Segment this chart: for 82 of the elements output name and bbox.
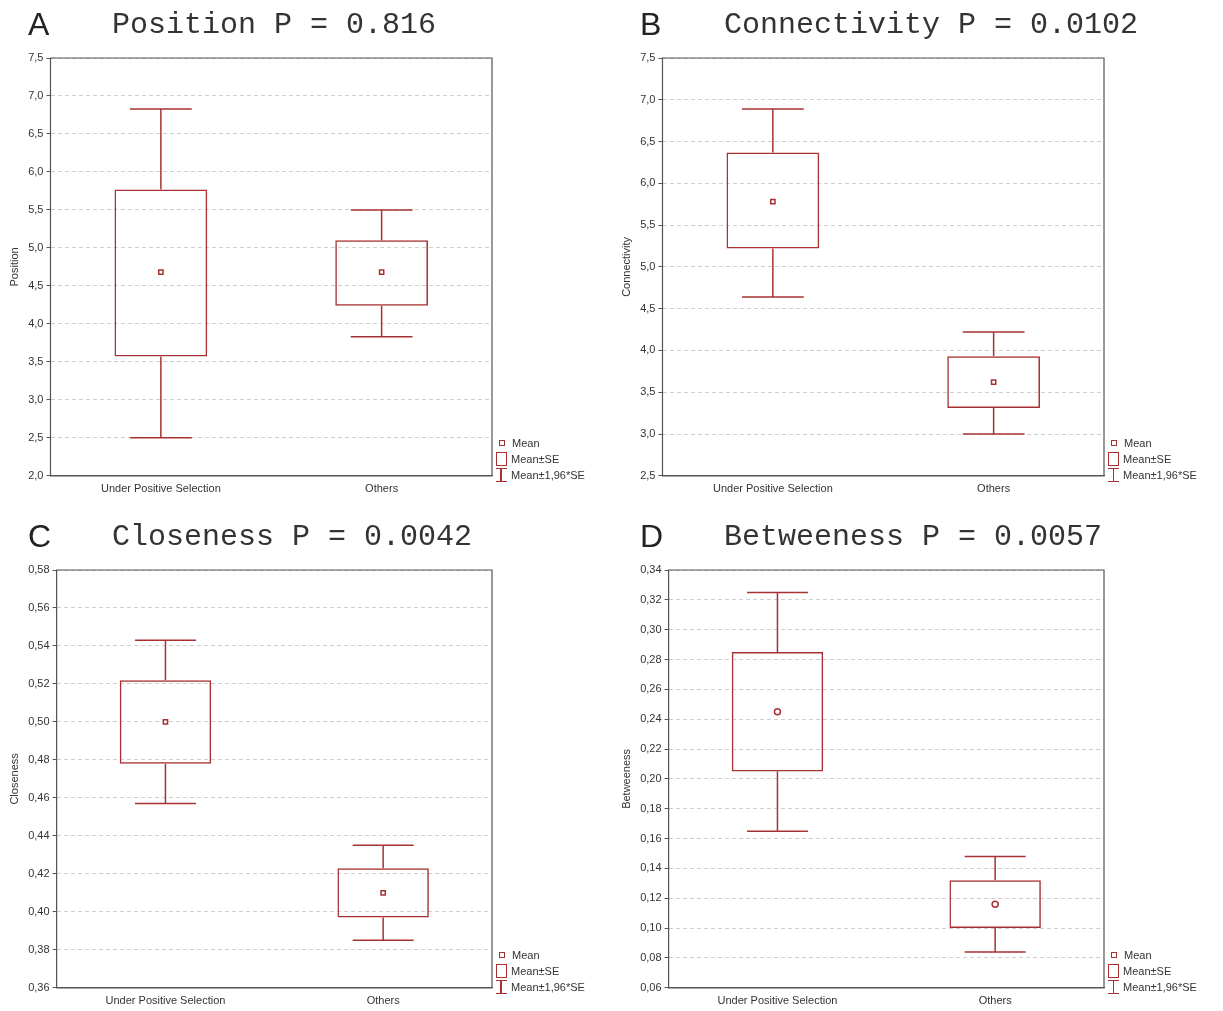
y-tick-label: 0,40: [28, 904, 50, 917]
y-tick-label: 0,58: [28, 563, 50, 576]
y-tick-label: 0,32: [640, 592, 662, 605]
text: Mean: [1124, 435, 1152, 451]
y-tick-label: 0,44: [28, 828, 50, 841]
y-tick-label: 4,0: [640, 343, 656, 356]
y-tick-label: 0,54: [28, 638, 50, 651]
y-tick-label: 7,5: [28, 51, 44, 64]
y-tick-label: 2,0: [28, 468, 44, 481]
y-tick-label: 6,0: [28, 164, 44, 177]
chart-title: Position P = 0.816: [112, 8, 437, 42]
x-tick-label: Others: [978, 994, 1013, 1007]
y-tick-label: 7,0: [28, 89, 44, 102]
chart-title: Connectivity P = 0.0102: [724, 8, 1139, 42]
y-tick-label: 6,0: [640, 176, 656, 189]
y-tick-label: 0,28: [640, 652, 662, 665]
text: A: [28, 6, 50, 43]
x-tick-label: Under Positive Selection: [717, 994, 838, 1007]
y-tick-label: 0,52: [28, 676, 50, 689]
text: Mean±SE: [511, 963, 560, 979]
y-tick-label: 0,18: [640, 801, 662, 814]
x-tick-label: Under Positive Selection: [712, 482, 833, 495]
text: Mean±SE: [1123, 963, 1172, 979]
x-tick-label: Others: [977, 482, 1011, 495]
x-tick-label: Under Positive Selection: [105, 994, 226, 1007]
y-tick-label: 3,5: [28, 354, 44, 367]
x-tick-label: Under Positive Selection: [100, 482, 221, 495]
y-tick-label: 0,24: [640, 712, 662, 725]
y-tick-label: 0,46: [28, 790, 50, 803]
y-tick-label: 4,0: [28, 316, 44, 329]
y-tick-label: 3,0: [28, 392, 44, 405]
chart-title: Betweeness P = 0.0057: [724, 520, 1103, 554]
y-tick-label: 7,5: [640, 51, 656, 64]
y-tick-label: 4,5: [28, 278, 44, 291]
text: Mean±1,96*SE: [1123, 467, 1197, 483]
y-tick-label: 0,26: [640, 682, 662, 695]
y-tick-label: 0,16: [640, 831, 662, 844]
y-tick-label: 4,5: [640, 301, 656, 314]
text: B: [640, 6, 662, 43]
text: C: [28, 518, 52, 555]
y-tick-label: 0,14: [640, 861, 662, 874]
y-axis-title: Connectivity: [619, 236, 632, 297]
y-tick-label: 5,0: [640, 259, 656, 272]
y-tick-label: 0,22: [640, 742, 662, 755]
text: D: [640, 518, 664, 555]
text: Mean: [1124, 947, 1152, 963]
y-tick-label: 0,38: [28, 942, 50, 955]
y-tick-label: 2,5: [28, 430, 44, 443]
y-tick-label: 0,34: [640, 563, 662, 576]
y-tick-label: 0,42: [28, 866, 50, 879]
y-axis-title: Betweeness: [619, 748, 632, 809]
chart-title: Closeness P = 0.0042: [112, 520, 473, 554]
y-tick-label: 0,10: [640, 921, 662, 934]
text: Mean±1,96*SE: [511, 979, 585, 995]
y-axis-title: Position: [7, 247, 20, 287]
y-tick-label: 0,06: [640, 980, 662, 993]
y-tick-label: 3,0: [640, 427, 656, 440]
text: Mean±1,96*SE: [511, 467, 585, 483]
y-tick-label: 2,5: [640, 468, 656, 481]
y-tick-label: 6,5: [28, 126, 44, 139]
y-tick-label: 0,50: [28, 714, 50, 727]
y-tick-label: 5,0: [28, 240, 44, 253]
x-tick-label: Others: [365, 482, 399, 495]
text: Mean±1,96*SE: [1123, 979, 1197, 995]
y-tick-label: 6,5: [640, 134, 656, 147]
y-tick-label: 5,5: [640, 218, 656, 231]
text: Mean: [512, 947, 540, 963]
y-tick-label: 7,0: [640, 92, 656, 105]
text: Mean: [512, 435, 540, 451]
y-tick-label: 5,5: [28, 202, 44, 215]
text: Mean±SE: [1123, 451, 1172, 467]
y-tick-label: 0,36: [28, 980, 50, 993]
y-tick-label: 0,48: [28, 752, 50, 765]
y-axis-title: Closeness: [7, 752, 20, 805]
y-tick-label: 0,30: [640, 622, 662, 635]
x-tick-label: Others: [366, 994, 401, 1007]
y-tick-label: 0,08: [640, 950, 662, 963]
y-tick-label: 3,5: [640, 385, 656, 398]
y-tick-label: 0,20: [640, 771, 662, 784]
y-tick-label: 0,56: [28, 601, 50, 614]
text: Mean±SE: [511, 451, 560, 467]
y-tick-label: 0,12: [640, 891, 662, 904]
